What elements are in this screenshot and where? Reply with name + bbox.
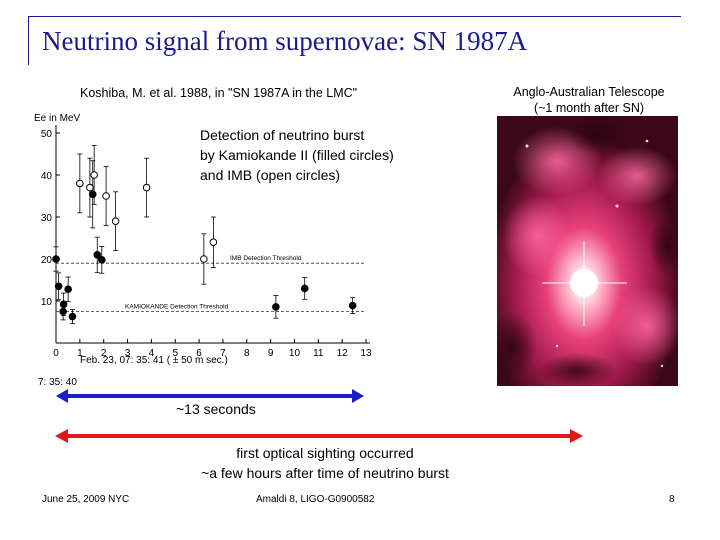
- y-tick-label: 20: [41, 255, 53, 266]
- thirteen-seconds-arrow: [56, 389, 364, 403]
- x-tick-label: 11: [313, 348, 324, 359]
- plot-axes: [55, 125, 370, 344]
- y-tick-label: 40: [41, 171, 53, 182]
- x-tick-label: 4: [149, 348, 155, 359]
- x-tick-label: 0: [53, 348, 59, 359]
- detection-caption-line-1: Detection of neutrino burst: [200, 127, 365, 143]
- kamiokande-point: [64, 285, 72, 294]
- detection-caption: Detection of neutrino burst by Kamiokand…: [200, 125, 394, 185]
- kamiokande-point: [300, 284, 309, 293]
- telescope-caption: Anglo-Australian Telescope (~1 month aft…: [497, 84, 681, 116]
- x-axis-label-time: 7: 35: 40: [38, 377, 77, 388]
- x-tick-label: 8: [244, 348, 250, 359]
- detection-caption-line-3: and IMB (open circles): [200, 167, 341, 183]
- imb-point: [90, 171, 98, 179]
- detection-caption-line-2: by Kamiokande II (filled circles): [200, 147, 394, 163]
- kamiokande-point: [54, 282, 63, 291]
- slide-title: Neutrino signal from supernovae: SN 1987…: [42, 26, 528, 56]
- threshold-label: IMB Detection Threshold: [230, 255, 302, 262]
- supernova-photo: [497, 116, 678, 386]
- title-frame-rule: [28, 16, 681, 65]
- kamiokande-point: [52, 255, 60, 263]
- footer-conference: Amaldi 8, LIGO-G0900582: [256, 494, 375, 505]
- telescope-caption-line-2: (~1 month after SN): [533, 101, 645, 115]
- optical-caption-line-2: ~a few hours after time of neutrino burs…: [201, 465, 449, 481]
- kamiokande-point: [93, 251, 102, 259]
- imb-point: [142, 183, 151, 192]
- footer-page-number: 8: [669, 494, 675, 505]
- x-tick-label: 6: [196, 348, 202, 359]
- x-tick-label: 1: [77, 348, 83, 359]
- imb-point: [86, 183, 94, 192]
- threshold-label: KAMIOKANDE Detection Threshold: [125, 304, 229, 311]
- y-tick-label: 50: [41, 129, 53, 140]
- imb-point: [200, 255, 208, 263]
- telescope-caption-line-1: Anglo-Australian Telescope: [513, 85, 665, 99]
- y-tick-label: 30: [41, 213, 53, 224]
- kamiokande-point: [272, 303, 280, 311]
- imb-point: [111, 217, 120, 225]
- x-tick-label: 7: [220, 348, 226, 359]
- x-tick-label: 5: [172, 348, 178, 359]
- y-axis-label: Ee in MeV: [34, 113, 80, 124]
- imb-point: [76, 179, 84, 188]
- x-tick-label: 2: [101, 348, 107, 359]
- y-tick-label: 10: [41, 297, 53, 308]
- x-tick-label: 13: [360, 348, 372, 359]
- x-tick-label: 9: [268, 348, 274, 359]
- imb-point: [209, 238, 218, 246]
- kamiokande-point: [68, 312, 77, 321]
- kamiokande-point: [59, 300, 68, 309]
- kamiokande-point: [348, 301, 357, 310]
- x-tick-label: 3: [125, 348, 131, 359]
- optical-sighting-caption: first optical sighting occurred ~a few h…: [140, 443, 510, 483]
- x-tick-label: 10: [289, 348, 301, 359]
- footer-date: June 25, 2009 NYC: [42, 494, 130, 505]
- reference-citation: Koshiba, M. et al. 1988, in "SN 1987A in…: [80, 86, 358, 100]
- thirteen-seconds-label: ~13 seconds: [176, 401, 256, 417]
- x-tick-label: 12: [337, 348, 349, 359]
- kamiokande-point: [59, 307, 67, 316]
- optical-caption-line-1: first optical sighting occurred: [236, 445, 414, 461]
- imb-point: [102, 192, 110, 200]
- kamiokande-point: [97, 256, 106, 264]
- optical-sighting-arrow: [55, 429, 583, 443]
- x-axis-label-date: Feb. 23, 07: 35: 41 ( ± 50 m sec.): [80, 355, 228, 366]
